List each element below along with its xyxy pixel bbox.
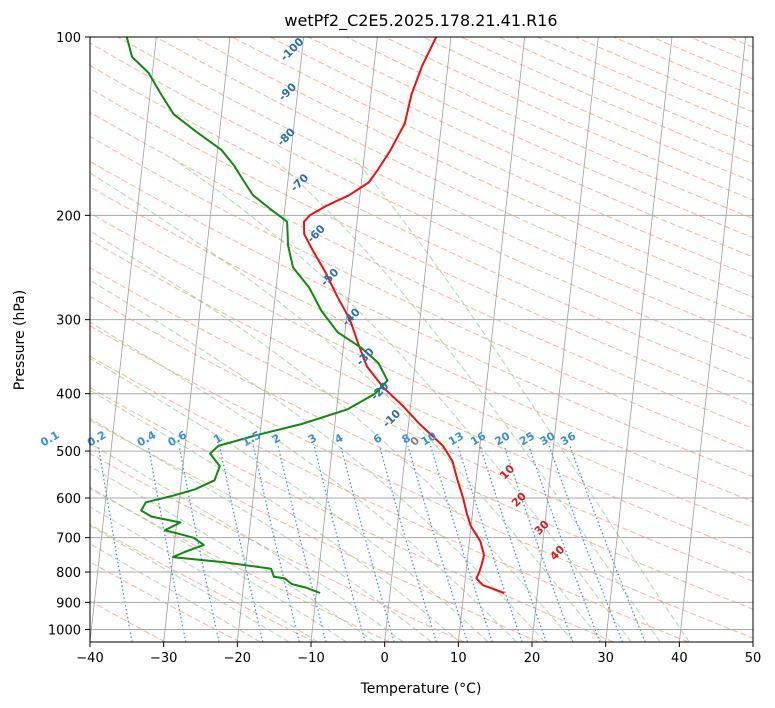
mixing-ratio-line — [430, 445, 493, 642]
dry-adiabat-line — [90, 186, 753, 503]
x-tick-label: −20 — [224, 651, 251, 666]
y-tick-label: 500 — [56, 445, 81, 460]
isotherm-line — [384, 37, 452, 642]
dry-adiabat-line — [90, 135, 753, 453]
mixing-ratio-line — [219, 445, 264, 642]
y-axis: 100 200 300 400 500 600 700 800 900 1000 — [48, 31, 90, 638]
y-tick-label: 400 — [56, 388, 81, 403]
dry-adiabat-line — [90, 88, 753, 406]
y-tick-label: 700 — [56, 532, 81, 547]
isotherm-line — [605, 37, 673, 642]
isotherm-line — [236, 37, 305, 642]
dry-adiabat-line — [90, 160, 753, 478]
moist-adiabat-line — [90, 279, 546, 642]
moist-adiabat-line — [90, 465, 376, 642]
x-tick-label: 30 — [597, 651, 614, 666]
isotherm-line — [457, 37, 526, 642]
moist-adiabat-line — [90, 486, 347, 642]
isotherm-line — [163, 37, 231, 642]
y-tick-label: 600 — [56, 492, 81, 507]
moist-adiabat-line — [90, 357, 489, 642]
y-tick-label: 300 — [56, 314, 81, 329]
x-tick-label: 20 — [524, 651, 541, 666]
moist-adiabat-line — [90, 442, 404, 642]
x-tick-label: 50 — [745, 651, 762, 666]
dry-adiabat-line — [193, 37, 753, 298]
plot-area — [90, 37, 753, 642]
x-axis-label: Temperature (°C) — [360, 681, 482, 697]
moist-adiabat-line — [90, 230, 574, 642]
dewpoint-trace — [125, 37, 389, 594]
isotherm-line — [310, 37, 378, 642]
moist-adiabat-line — [90, 543, 261, 642]
x-tick-label: 40 — [671, 651, 688, 666]
isotherm-line — [752, 638, 753, 642]
moist-adiabat-line — [90, 321, 517, 642]
mixing-ratio-line — [97, 445, 133, 642]
isotherm-line — [90, 37, 157, 642]
dry-adiabat-line — [90, 239, 753, 555]
mixing-ratio-line — [178, 445, 220, 642]
mixing-ratio-line — [378, 445, 437, 642]
dry-adiabat-line — [155, 37, 753, 319]
mixing-ratio-line — [457, 445, 523, 642]
plot-frame — [89, 36, 754, 643]
x-tick-label: −30 — [150, 651, 177, 666]
isotherm-line — [0, 37, 9, 642]
dry-adiabat-line — [90, 267, 753, 582]
x-tick-label: 0 — [381, 651, 389, 666]
dry-adiabat-line — [90, 212, 753, 528]
isotherm-line — [678, 37, 747, 642]
mixing-ratio-line — [277, 445, 327, 642]
y-axis-label: Pressure (hPa) — [12, 290, 28, 390]
y-tick-label: 1000 — [48, 623, 81, 638]
y-tick-label: 800 — [56, 566, 81, 581]
x-tick-label: −40 — [76, 651, 103, 666]
moist-adiabat-line — [90, 506, 319, 642]
y-tick-label: 100 — [56, 31, 81, 46]
mixing-ratio-line — [503, 445, 574, 642]
grid-lines — [0, 37, 753, 642]
moist-adiabat-line — [90, 389, 461, 642]
dry-adiabat-line — [90, 561, 241, 642]
mixing-ratio-line — [313, 445, 366, 642]
mixing-ratio-line — [407, 445, 469, 642]
x-tick-label: 10 — [450, 651, 467, 666]
mixing-ratio-line — [147, 445, 187, 642]
moist-adiabat-line — [90, 525, 290, 642]
temperature-trace — [303, 37, 505, 594]
x-tick-label: −10 — [297, 651, 324, 666]
profile-traces — [125, 37, 505, 594]
dry-adiabat-line — [90, 355, 689, 642]
mixing-ratio-line — [252, 445, 300, 642]
isotherm-line — [531, 37, 599, 642]
y-tick-label: 900 — [56, 596, 81, 611]
mixing-ratio-line — [479, 445, 547, 642]
dry-adiabat-line — [90, 419, 540, 642]
y-tick-label: 200 — [56, 209, 81, 224]
dry-adiabat-line — [90, 387, 614, 642]
mixing-ratio-line — [528, 445, 601, 642]
x-axis: −40 −30 −20 −10 0 10 20 30 40 50 — [76, 642, 761, 666]
dry-adiabat-line — [90, 42, 753, 361]
dry-adiabat-line — [90, 523, 315, 642]
dry-adiabat-line — [90, 453, 465, 642]
chart-title: wetPf2_C2E5.2025.178.21.41.R16 — [284, 11, 557, 31]
